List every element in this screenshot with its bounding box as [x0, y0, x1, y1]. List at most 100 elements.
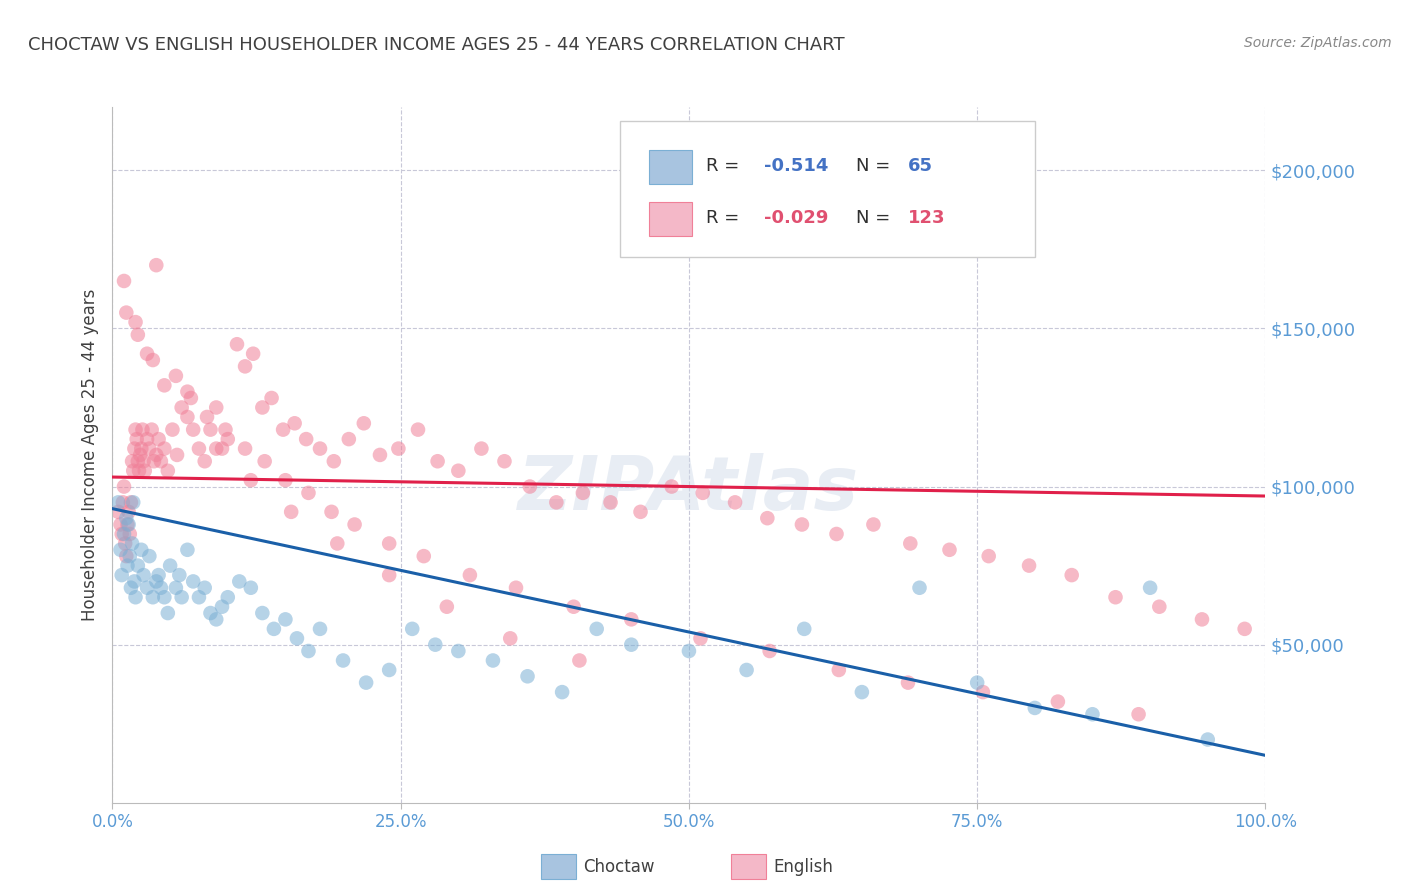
Point — [211, 442, 233, 456]
Point — [170, 401, 193, 415]
Point — [124, 315, 146, 329]
Point — [112, 527, 135, 541]
Point — [176, 542, 198, 557]
Point — [145, 574, 167, 589]
Point — [217, 432, 239, 446]
Point — [115, 511, 138, 525]
Point — [169, 568, 191, 582]
Point — [107, 505, 129, 519]
Point — [141, 423, 163, 437]
Point — [112, 274, 135, 288]
Point — [143, 454, 166, 468]
Point — [1081, 707, 1104, 722]
Bar — [648, 150, 692, 184]
Point — [1191, 612, 1213, 626]
Point — [181, 423, 204, 437]
Point — [142, 591, 165, 605]
Point — [972, 685, 994, 699]
Point — [233, 442, 256, 456]
Point — [127, 454, 149, 468]
Point — [252, 606, 274, 620]
Point — [458, 568, 481, 582]
Point — [117, 505, 139, 519]
Point — [735, 663, 758, 677]
Point — [1018, 558, 1040, 573]
Point — [125, 432, 148, 446]
Point — [117, 517, 139, 532]
Point — [977, 549, 1000, 563]
Point — [159, 558, 181, 573]
Point — [793, 622, 815, 636]
Point — [505, 581, 527, 595]
Point — [111, 568, 134, 582]
Point — [131, 423, 153, 437]
Point — [599, 495, 621, 509]
Point — [378, 568, 401, 582]
Point — [117, 558, 139, 573]
Point — [499, 632, 522, 646]
Point — [136, 347, 159, 361]
Point — [689, 632, 711, 646]
Text: 123: 123 — [908, 210, 945, 227]
Point — [122, 464, 145, 478]
Point — [128, 464, 150, 478]
Point — [862, 517, 884, 532]
Point — [758, 644, 780, 658]
Point — [217, 591, 239, 605]
Point — [148, 568, 170, 582]
Point — [112, 479, 135, 493]
Text: N =: N = — [856, 157, 896, 175]
Point — [118, 527, 141, 541]
Point — [1060, 568, 1083, 582]
Point — [176, 384, 198, 399]
Point — [692, 486, 714, 500]
Point — [124, 591, 146, 605]
Point — [620, 638, 643, 652]
Point — [546, 495, 568, 509]
Point — [828, 663, 851, 677]
Point — [127, 558, 149, 573]
Point — [136, 581, 159, 595]
Point — [353, 417, 375, 431]
Point — [110, 542, 132, 557]
Point — [132, 454, 155, 468]
Point — [145, 258, 167, 272]
Point — [153, 378, 176, 392]
Point — [280, 505, 302, 519]
Point — [181, 574, 204, 589]
Point — [228, 574, 250, 589]
Point — [122, 495, 145, 509]
Point — [585, 622, 607, 636]
Point — [211, 599, 233, 614]
Point — [337, 432, 360, 446]
Text: 65: 65 — [908, 157, 934, 175]
Point — [630, 505, 652, 519]
Point — [214, 423, 236, 437]
Point — [120, 495, 142, 509]
Point — [162, 423, 184, 437]
Text: ZIPAtlas: ZIPAtlas — [519, 453, 859, 526]
Point — [200, 423, 222, 437]
Point — [620, 612, 643, 626]
Point — [120, 581, 142, 595]
Point — [562, 599, 585, 614]
Point — [285, 632, 308, 646]
Point — [447, 644, 470, 658]
Point — [263, 622, 285, 636]
Point — [724, 495, 747, 509]
Text: English: English — [773, 858, 834, 876]
Point — [127, 327, 149, 342]
Point — [436, 599, 458, 614]
Point — [233, 359, 256, 374]
Point — [176, 409, 198, 424]
Point — [107, 495, 129, 509]
Point — [195, 409, 218, 424]
Point — [678, 644, 700, 658]
Point — [188, 591, 211, 605]
Point — [482, 653, 505, 667]
Point — [274, 612, 297, 626]
Text: Source: ZipAtlas.com: Source: ZipAtlas.com — [1244, 36, 1392, 50]
Point — [447, 464, 470, 478]
Point — [138, 442, 160, 456]
Point — [295, 432, 318, 446]
